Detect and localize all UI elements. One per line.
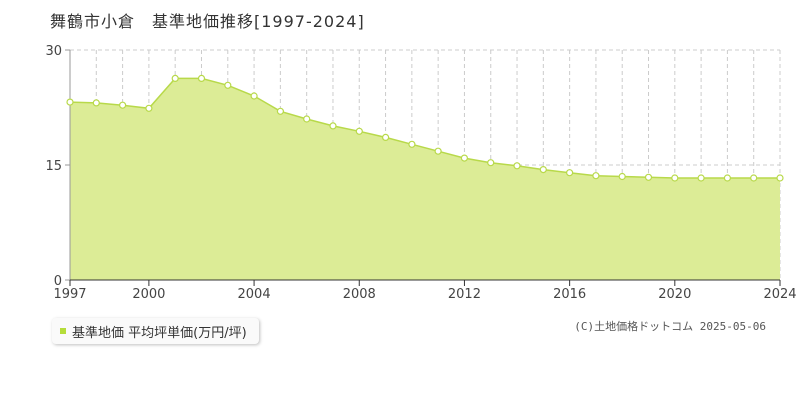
data-point	[171, 74, 179, 83]
legend-label: 基準地価 平均坪単価(万円/坪)	[72, 325, 247, 341]
data-point	[197, 74, 206, 83]
data-point	[723, 174, 732, 182]
data-point	[750, 174, 758, 182]
x-tick-label: 1997	[53, 287, 86, 302]
data-point	[487, 159, 495, 167]
y-tick-label: 15	[45, 159, 62, 174]
copyright-text: (C)土地価格ドットコム 2025-05-06	[574, 320, 766, 333]
x-tick-label: 2020	[658, 287, 691, 302]
series-line	[69, 77, 780, 179]
data-point	[776, 174, 784, 182]
data-point	[644, 173, 653, 181]
data-points	[66, 74, 784, 182]
data-point	[460, 154, 468, 162]
x-tick-label: 2004	[238, 287, 271, 302]
y-tick-labels: 0 15 30	[45, 44, 62, 289]
legend-swatch	[60, 328, 66, 334]
legend: 基準地価 平均坪単価(万円/坪)	[52, 318, 259, 344]
y-tick-label: 0	[54, 274, 62, 289]
x-tick-label: 2016	[553, 287, 586, 302]
data-point	[92, 99, 100, 107]
axes	[65, 49, 781, 286]
x-tick-label: 2024	[763, 287, 796, 302]
data-point	[408, 140, 416, 148]
x-tick-label: 2000	[132, 287, 165, 302]
x-tick-labels: 1997 2000 2004 2008 2012 2016 2020 2024	[53, 287, 796, 302]
data-point	[592, 172, 600, 180]
data-point	[618, 172, 626, 181]
data-point	[539, 166, 547, 174]
data-point	[513, 162, 521, 170]
data-point	[118, 101, 127, 109]
area-fill	[70, 78, 780, 281]
data-point	[329, 122, 337, 130]
data-point	[250, 92, 258, 100]
area-chart: 0 15 30 1997 2000 2004 2008 2012 2016 2020 2024	[45, 44, 796, 302]
data-point	[565, 169, 574, 177]
data-point	[697, 174, 705, 182]
data-point	[671, 174, 679, 182]
data-point	[434, 147, 442, 155]
x-tick-label: 2008	[343, 287, 376, 302]
data-point	[355, 127, 363, 135]
data-point	[303, 115, 311, 123]
x-tick-label: 2012	[448, 287, 481, 302]
data-point	[66, 98, 74, 106]
chart-title: 舞鶴市小倉 基準地価推移[1997-2024]	[50, 12, 365, 31]
data-point	[145, 104, 153, 112]
data-point	[276, 107, 284, 115]
y-tick-label: 30	[45, 44, 62, 59]
data-point	[382, 133, 390, 141]
data-point	[224, 81, 232, 89]
